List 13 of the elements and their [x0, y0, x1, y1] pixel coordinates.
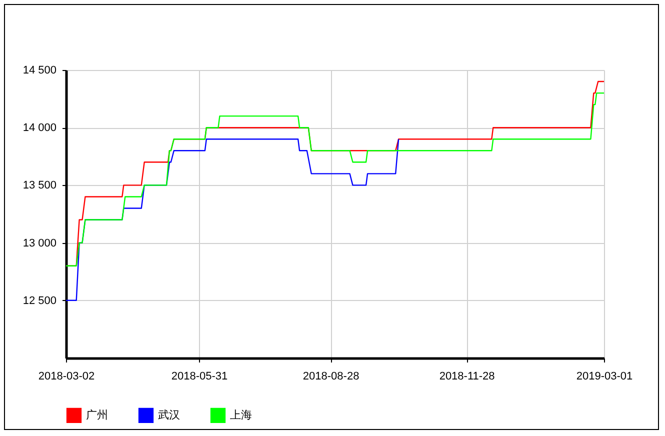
legend-label: 上海: [230, 408, 252, 422]
y-tick-label: 12 500: [22, 294, 56, 307]
x-tick-label: 2018-11-28: [439, 370, 495, 382]
x-tick-label: 2018-08-28: [302, 370, 360, 382]
y-tick-label: 13 500: [22, 180, 56, 192]
y-tick-label: 13 000: [22, 237, 56, 250]
legend-label: 武汉: [158, 408, 180, 422]
y-tick-label: 14 000: [22, 122, 56, 134]
x-tick-label: 2019-03-01: [576, 370, 633, 382]
y-tick-label: 14 500: [22, 64, 56, 76]
x-tick-label: 2018-03-02: [38, 370, 95, 382]
legend-label: 广州: [86, 408, 108, 422]
x-tick-label: 2018-05-31: [171, 370, 228, 382]
